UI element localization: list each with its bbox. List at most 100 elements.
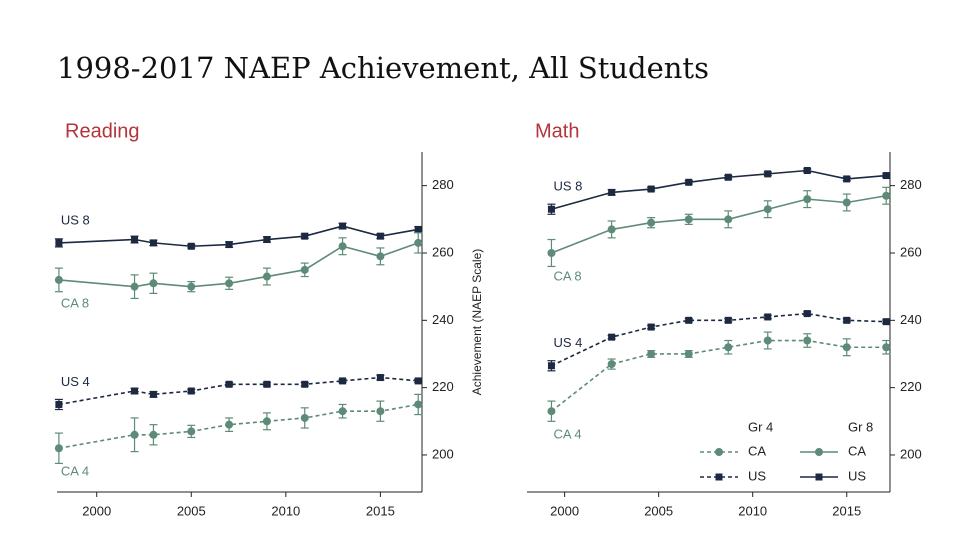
data-point [339,222,347,230]
series-line [550,339,887,412]
data-point [339,377,347,385]
y-tick-label: 240 [432,312,454,327]
data-point [149,279,158,288]
data-point [376,374,384,382]
data-point [547,362,555,370]
data-point [225,241,233,249]
data-point [764,170,772,178]
series-line [58,242,419,288]
data-point [724,343,733,352]
data-point [338,407,347,416]
data-point [187,242,195,250]
data-point [764,313,772,321]
data-point [647,185,655,193]
y-tick-label: 240 [900,312,922,327]
data-point [882,191,891,200]
chart-title: 1998-2017 NAEP Achievement, All Students [57,51,709,85]
data-point [547,407,556,416]
data-point [684,349,693,358]
data-point [724,316,732,324]
data-point [54,444,63,453]
data-point [130,282,139,291]
data-point [684,215,693,224]
y-tick-label: 220 [900,379,922,394]
y-tick-label: 200 [432,446,454,461]
y-tick-label: 260 [432,244,454,259]
data-point [647,323,655,331]
series-label: CA 8 [61,295,89,310]
data-point [882,172,890,180]
data-point [376,407,385,416]
panel-title: Reading [65,120,140,142]
data-point [803,195,812,204]
y-tick-label: 220 [432,379,454,394]
series-label: CA 4 [553,427,581,442]
legend-label: CA [748,443,766,458]
data-point [803,310,811,318]
data-point [338,242,347,251]
legend-marker [815,473,823,481]
legend-title: Gr 8 [848,419,873,434]
x-tick-label: 2010 [271,503,300,518]
y-tick-label: 280 [432,177,454,192]
data-point [262,417,271,426]
data-point [414,400,423,409]
data-point [263,236,271,244]
series-label: US 4 [61,374,90,389]
data-point [763,205,772,214]
data-point [547,248,556,257]
x-tick-label: 2000 [550,503,579,518]
data-point [724,215,733,224]
series-label: CA 4 [61,464,89,479]
y-tick-label: 260 [900,244,922,259]
data-point [685,178,693,186]
data-point [803,336,812,345]
data-point [301,232,309,240]
series-label: US 8 [61,212,90,227]
data-point [263,380,271,388]
panel-title: Math [535,120,579,142]
data-point [187,387,195,395]
series-line [58,376,419,406]
x-tick-label: 2005 [177,503,206,518]
series-line [58,403,419,450]
series-line [58,225,419,248]
legend-label: CA [848,443,866,458]
data-point [300,265,309,274]
y-tick-label: 200 [900,446,922,461]
legend-label: US [848,468,866,483]
legend-marker [715,473,723,481]
data-point [647,218,656,227]
series-label: US 4 [553,335,582,350]
data-point [130,430,139,439]
data-point [763,336,772,345]
data-point [225,279,234,288]
data-point [414,225,422,233]
data-point [55,400,63,408]
data-point [301,380,309,388]
data-point [300,413,309,422]
data-point [842,198,851,207]
data-point [803,167,811,175]
data-point [55,239,63,247]
legend-marker [715,448,723,456]
data-point [131,236,139,244]
data-point [376,232,384,240]
data-point [882,318,890,326]
y-tick-label: 280 [900,177,922,192]
data-point [54,275,63,284]
data-point [187,427,196,436]
data-point [607,360,616,369]
legend-marker [815,448,823,456]
legend-title: Gr 4 [748,419,773,434]
data-point [685,316,693,324]
data-point [262,272,271,281]
data-point [608,333,616,341]
data-point [149,430,158,439]
data-point [843,316,851,324]
data-point [225,420,234,429]
data-point [149,239,157,247]
data-point [149,390,157,398]
